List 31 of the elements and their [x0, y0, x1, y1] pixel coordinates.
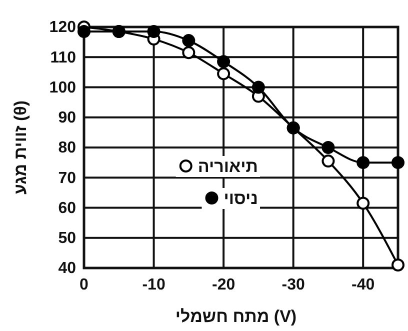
point — [252, 80, 265, 94]
point — [217, 55, 230, 68]
x-tick-label: -40 — [352, 276, 375, 294]
y-tick-label: 120 — [49, 19, 76, 36]
x-tick-label: -10 — [142, 276, 166, 294]
y-tick-label: 90 — [58, 109, 76, 126]
y-axis-title: זווית מגע (θ) — [11, 100, 30, 195]
legend-label: ניסוי — [224, 189, 258, 208]
y-tick-label: 100 — [49, 79, 76, 96]
y-tick-label: 60 — [58, 200, 76, 217]
point — [182, 46, 196, 60]
point — [322, 154, 335, 168]
y-tick-label: 50 — [58, 230, 76, 247]
x-axis-title: מתח חשמלי (V) — [175, 307, 297, 326]
point — [182, 34, 196, 48]
point — [392, 258, 404, 272]
y-tick-label: 80 — [58, 140, 76, 157]
point — [322, 141, 335, 154]
x-tick-label: 0 — [80, 276, 89, 294]
y-tick-label: 40 — [58, 260, 76, 278]
legend-label: תיאוריה — [198, 157, 258, 176]
point — [356, 156, 370, 170]
point — [356, 196, 370, 210]
y-tick-label: 110 — [50, 49, 76, 66]
point — [392, 156, 404, 170]
point — [78, 25, 90, 38]
point — [147, 25, 160, 38]
y-tick-label: 70 — [58, 170, 76, 187]
x-tick-label: -30 — [282, 276, 305, 294]
x-tick-label: -20 — [212, 276, 236, 294]
point — [217, 67, 230, 80]
